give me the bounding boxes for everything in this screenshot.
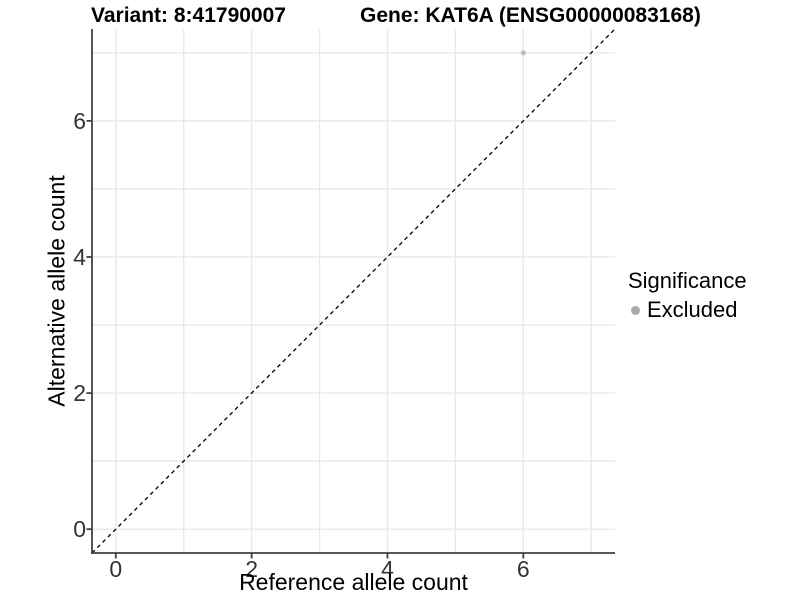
- identity-dashed-line: [91, 28, 616, 554]
- data-point-excluded: [520, 50, 526, 56]
- legend: Significance Excluded: [628, 268, 747, 324]
- x-tick-label: 4: [381, 556, 394, 582]
- legend-title: Significance: [628, 268, 747, 293]
- y-tick-label: 4: [73, 244, 86, 270]
- y-axis-title: Alternative allele count: [43, 175, 70, 407]
- y-tick-label: 6: [73, 108, 86, 134]
- variant-title: Variant: 8:41790007: [91, 4, 286, 27]
- y-tick-label: 2: [73, 380, 86, 406]
- x-tick-label: 0: [109, 556, 122, 582]
- x-tick-label: 2: [245, 556, 258, 582]
- x-axis-title: Reference allele count: [239, 569, 468, 595]
- legend-item-label: Excluded: [647, 297, 738, 323]
- x-tick-label: 6: [517, 556, 530, 582]
- gene-title: Gene: KAT6A (ENSG00000083168): [360, 4, 701, 27]
- legend-item-excluded: Excluded: [628, 297, 747, 323]
- circle-icon: [631, 306, 640, 316]
- y-tick-label: 0: [73, 516, 86, 542]
